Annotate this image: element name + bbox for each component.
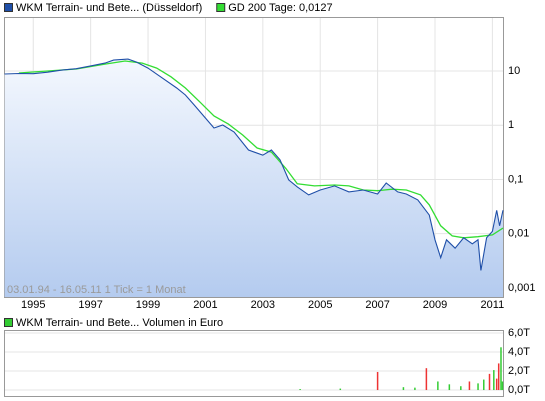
volume-bar	[460, 386, 462, 391]
range-note: 03.01.94 - 16.05.11 1 Tick = 1 Monat	[7, 284, 186, 296]
volume-bar	[488, 373, 491, 391]
x-tick-label: 2003	[251, 299, 275, 311]
legend-swatch	[216, 3, 226, 12]
x-tick-label: 2009	[423, 299, 447, 311]
y-tick-label: 1	[508, 119, 514, 131]
volume-bar	[299, 389, 301, 391]
volume-bar	[500, 347, 502, 391]
x-tick-label: 2005	[308, 299, 332, 311]
price-line	[4, 58, 504, 271]
volume-bar	[339, 388, 342, 391]
volume-bar	[437, 381, 439, 391]
area-fill	[4, 59, 503, 297]
legend-label: WKM Terrain- und Bete... (Düsseldorf)	[16, 2, 202, 14]
volume-bar	[501, 381, 504, 391]
volume-bar	[425, 368, 428, 391]
y-tick-label: 2,0T	[508, 365, 530, 377]
x-tick-label: 1999	[136, 299, 160, 311]
volume-bar	[493, 370, 495, 391]
volume-bar	[376, 371, 379, 391]
y-tick-label: 0,01	[508, 228, 529, 240]
x-tick-label: 2011	[481, 299, 505, 311]
y-tick-label: 10	[508, 65, 520, 77]
volume-bar	[448, 384, 451, 391]
volume-bar	[477, 383, 479, 391]
volume-bar	[497, 363, 500, 391]
price-line	[18, 60, 504, 239]
legend-label: WKM Terrain- und Bete... Volumen in Euro	[16, 317, 223, 329]
y-tick-label: 4,0T	[508, 346, 530, 358]
y-tick-label: 0,0T	[508, 384, 530, 396]
volume-bar	[483, 379, 485, 391]
y-tick-label: 6,0T	[508, 327, 530, 339]
volume-bar	[402, 387, 405, 391]
y-tick-label: 0,1	[508, 173, 523, 185]
legend-swatch	[4, 318, 13, 327]
volume-bar	[414, 387, 416, 391]
legend-swatch	[4, 3, 13, 12]
volume-bar	[468, 381, 471, 391]
y-tick-label: 0,001	[508, 282, 536, 294]
legend-label: GD 200 Tage: 0,0127	[228, 2, 332, 14]
volume-bar	[495, 378, 498, 391]
x-tick-label: 2007	[365, 299, 389, 311]
x-tick-label: 1995	[21, 299, 45, 311]
volume-frame	[4, 330, 504, 397]
x-tick-label: 2001	[193, 299, 217, 311]
x-tick-label: 1997	[78, 299, 102, 311]
